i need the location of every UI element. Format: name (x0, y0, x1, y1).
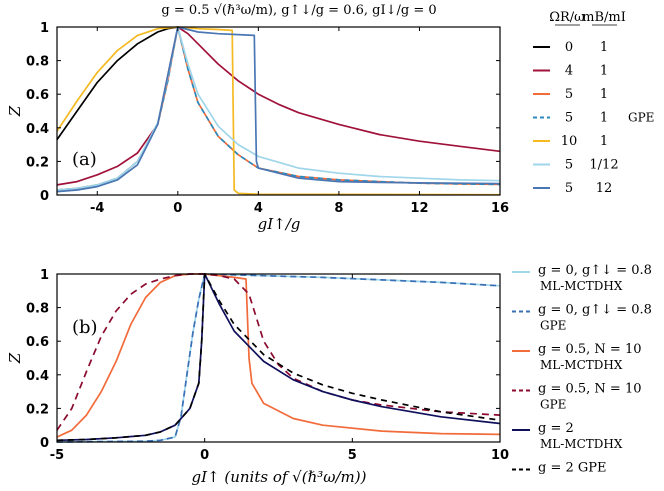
series-line-a-1 (56, 26, 501, 186)
legend-extra: GPE (628, 111, 654, 125)
legend-mass: 1 (600, 40, 608, 55)
y-tick-label: 0 (40, 189, 49, 204)
series-line-a-2 (56, 26, 501, 191)
x-tick-label: 4 (254, 201, 263, 216)
panel-a-legend: ΩR/ωmB/mI 0 1 4 1 5 1 5 1 GPE 10 1 5 1/12 5 12 (533, 10, 654, 196)
panel-a-title: g = 0.5 √(ℏ³ω/m), g↑↓/g = 0.6, gI↓/g = 0 (161, 3, 436, 18)
y-tick-label: 0.6 (26, 335, 49, 350)
legend-omega: 5 (565, 111, 573, 126)
panel-b-xlabel: gI↑ (units of √(ℏ³ω/m)) (192, 468, 367, 486)
panel-b-frame (56, 273, 501, 443)
y-tick-label: 1 (40, 268, 49, 283)
series-line-a-6 (56, 26, 501, 193)
legend-line2: ML-MCTDHX (540, 358, 623, 372)
y-tick-label: 0.6 (26, 88, 49, 103)
series-line-a-4 (56, 26, 501, 196)
legend-omega: 4 (565, 64, 573, 79)
series-line-a-5 (56, 26, 501, 191)
legend-mass: 1/12 (589, 158, 618, 173)
x-tick-label: -4 (90, 201, 104, 216)
y-tick-label: 0.8 (26, 302, 49, 317)
y-tick-label: 0.4 (26, 122, 49, 137)
legend-omega: 5 (565, 181, 573, 196)
x-tick-label: 10 (491, 448, 509, 463)
panel-a-label: (a) (72, 149, 97, 170)
panel-a-frame (56, 26, 501, 196)
y-tick-label: 0 (40, 436, 49, 451)
y-tick-label: 0.4 (26, 369, 49, 384)
legend-omega: 5 (565, 87, 573, 102)
legend-line2: ML-MCTDHX (540, 437, 623, 451)
legend-header-mass: mB/mI (582, 10, 626, 25)
legend-line2: GPE (540, 398, 566, 412)
y-tick-label: 1 (40, 21, 49, 36)
y-tick-label: 0.2 (26, 402, 49, 417)
legend-line1: g = 0, g↑↓ = 0.8 (538, 303, 652, 318)
panel-b-label: (b) (72, 317, 98, 338)
series-line-a-0 (56, 26, 178, 141)
legend-line2: ML-MCTDHX (540, 279, 623, 293)
legend-line1: g = 0.5, N = 10 (538, 382, 642, 397)
series-line-b-2 (56, 273, 501, 438)
panel-b-series (56, 273, 501, 443)
x-tick-label: 0 (173, 201, 182, 216)
y-tick-label: 0.8 (26, 55, 49, 70)
x-tick-label: 12 (410, 201, 428, 216)
panel-b-ylabel: Z (6, 352, 24, 364)
legend-omega: 5 (565, 158, 573, 173)
x-tick-label: 5 (348, 448, 357, 463)
legend-line1: g = 0, g↑↓ = 0.8 (538, 263, 652, 278)
legend-line2: GPE (540, 319, 566, 333)
panel-a-ticks: -4 0 4 8 12 16 0 0.2 0.4 0.6 0.8 1 (26, 21, 509, 216)
series-line-b-1 (56, 273, 501, 443)
legend-mass: 12 (596, 181, 613, 196)
x-tick-label: 0 (200, 448, 209, 463)
legend-header-omega: ΩR/ω (549, 10, 585, 25)
series-line-b-0 (56, 273, 501, 443)
y-tick-label: 0.2 (26, 155, 49, 170)
x-tick-label: 8 (334, 201, 343, 216)
legend-mass: 1 (600, 134, 608, 149)
legend-mass: 1 (600, 64, 608, 79)
series-line-b-3 (56, 273, 501, 431)
x-tick-label: -5 (50, 448, 64, 463)
panel-a: g = 0.5 √(ℏ³ω/m), g↑↓/g = 0.6, gI↓/g = 0… (6, 3, 654, 233)
series-line-b-4 (56, 273, 501, 442)
series-line-a-3 (56, 26, 501, 191)
legend-line1: g = 2 GPE (538, 461, 607, 476)
legend-line1: g = 0.5, N = 10 (538, 342, 642, 357)
legend-mass: 1 (600, 87, 608, 102)
legend-omega: 10 (561, 134, 578, 149)
legend-mass: 1 (600, 111, 608, 126)
legend-omega: 0 (565, 40, 573, 55)
panel-a-series (56, 26, 501, 196)
panel-a-xlabel: gI↑/g (258, 215, 301, 233)
panel-a-ylabel: Z (6, 105, 24, 117)
legend-line1: g = 2 (538, 421, 574, 436)
x-tick-label: 16 (491, 201, 509, 216)
